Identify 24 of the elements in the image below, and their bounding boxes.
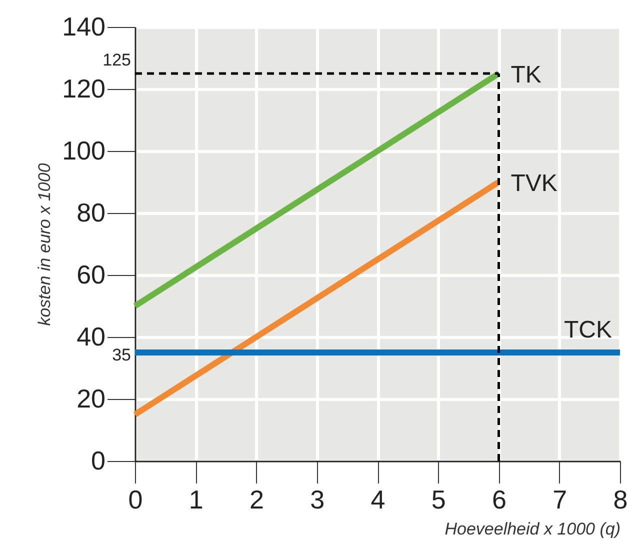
x-axis-title: Hoeveelheid x 1000 (q) <box>444 520 620 538</box>
x-tick-label: 3 <box>310 484 325 514</box>
x-tick-label: 4 <box>370 484 386 514</box>
series-label: TK <box>510 62 542 88</box>
y-tick-label: 120 <box>62 74 106 104</box>
series-label: TVK <box>510 170 558 197</box>
x-tick-label: 0 <box>128 484 143 514</box>
x-tick-label: 6 <box>492 484 506 514</box>
x-tick-label: 5 <box>431 484 446 514</box>
x-tick-label: 7 <box>552 484 568 514</box>
x-tick-label: 1 <box>188 484 204 514</box>
y-tick-label: 80 <box>76 198 106 228</box>
y-tick-label: 140 <box>62 12 106 42</box>
series-label: TCK <box>564 316 612 344</box>
annotation: 35 <box>112 346 131 364</box>
y-tick-label: 40 <box>76 322 106 352</box>
y-tick-label: 60 <box>76 260 106 290</box>
ref-line-label: 125 <box>102 50 131 70</box>
y-axis-title: kosten in euro x 1000 <box>35 162 54 326</box>
x-tick-label: 2 <box>250 484 264 514</box>
y-tick-label: 100 <box>62 136 106 166</box>
y-tick-label: 0 <box>91 446 106 476</box>
y-tick-label: 20 <box>76 384 106 414</box>
x-tick-label: 8 <box>613 484 628 514</box>
